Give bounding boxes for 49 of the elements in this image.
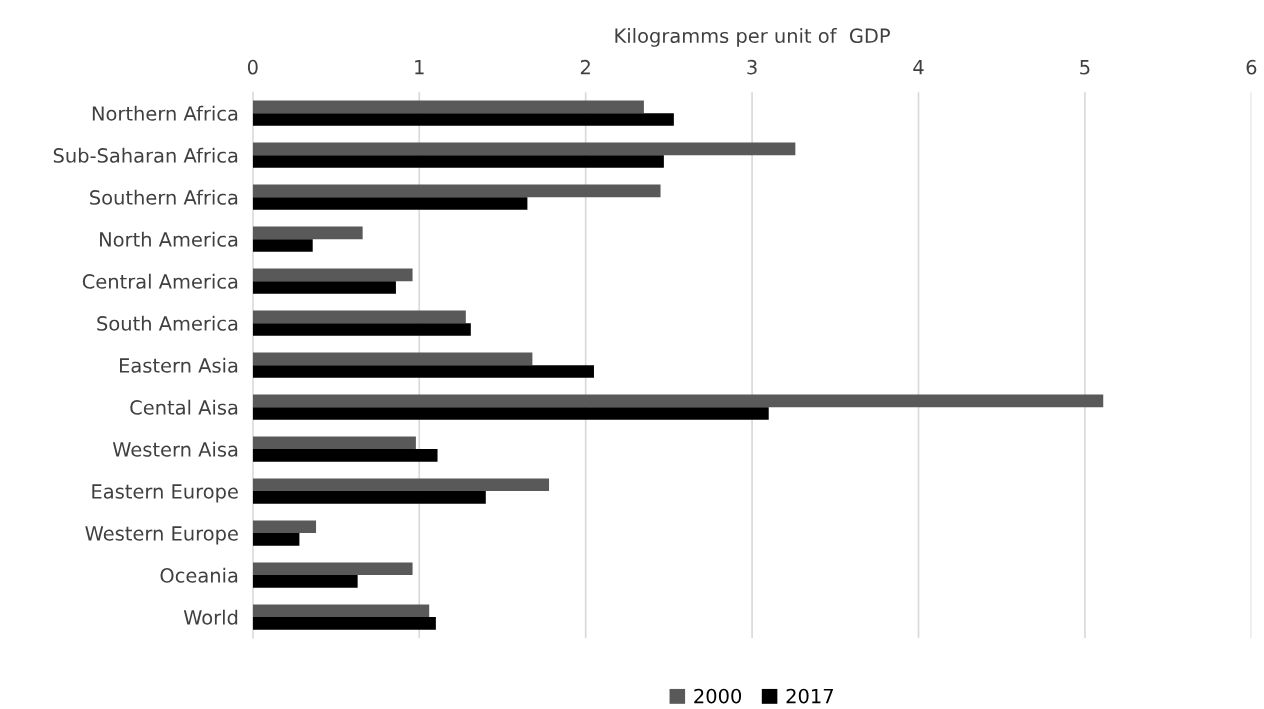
y-tick-label: Southern Africa — [90, 189, 238, 205]
bar — [252, 575, 358, 588]
x-tick-label: 2 — [580, 59, 590, 75]
y-tick-label: North America — [100, 231, 238, 247]
bar — [252, 436, 416, 450]
x-axis-title: Kilogramms per unit of GDP — [615, 28, 890, 47]
bar — [252, 281, 396, 294]
y-tick-label: Central America — [82, 273, 238, 289]
bar — [252, 604, 430, 618]
bar — [252, 113, 674, 126]
x-tick-label: 1 — [415, 60, 424, 75]
bar — [252, 562, 413, 576]
y-tick-label: Oceania — [160, 567, 238, 583]
bar — [252, 323, 471, 336]
bar — [252, 155, 664, 168]
bar — [252, 310, 466, 324]
bar — [252, 100, 644, 114]
bar — [252, 184, 661, 198]
bar — [252, 520, 317, 534]
legend-label: 2000 — [694, 688, 742, 704]
x-tick-label: 5 — [1080, 60, 1090, 75]
bar — [252, 197, 528, 210]
y-tick-label: Northern Africa — [92, 105, 238, 121]
y-tick-label: Eastern Asia — [120, 357, 238, 373]
bar — [252, 491, 486, 504]
x-tick-label: 0 — [247, 59, 258, 75]
x-tick-label: 3 — [747, 59, 757, 75]
x-tick-label: 4 — [913, 60, 924, 75]
y-tick-label: Cental Aisa — [130, 399, 238, 415]
bar — [252, 239, 313, 252]
bar — [252, 478, 550, 492]
bar — [252, 617, 436, 630]
bar — [252, 533, 300, 546]
y-tick-label: South America — [97, 315, 238, 331]
x-tick-label: 6 — [1246, 59, 1257, 75]
bar — [252, 352, 533, 366]
bar — [252, 268, 413, 282]
y-tick-label: Eastern Europe — [92, 484, 238, 503]
bar — [252, 407, 769, 420]
bar — [252, 142, 796, 156]
y-tick-label: Western Europe — [85, 526, 238, 545]
bar — [252, 226, 363, 240]
bar — [252, 449, 438, 462]
y-tick-label: Western Aisa — [112, 441, 238, 457]
bar — [252, 365, 594, 378]
y-tick-label: World — [183, 609, 238, 625]
bar — [252, 394, 1104, 408]
y-tick-label: Sub-Saharan Africa — [53, 147, 238, 163]
legend-label: 2017 — [786, 688, 833, 704]
